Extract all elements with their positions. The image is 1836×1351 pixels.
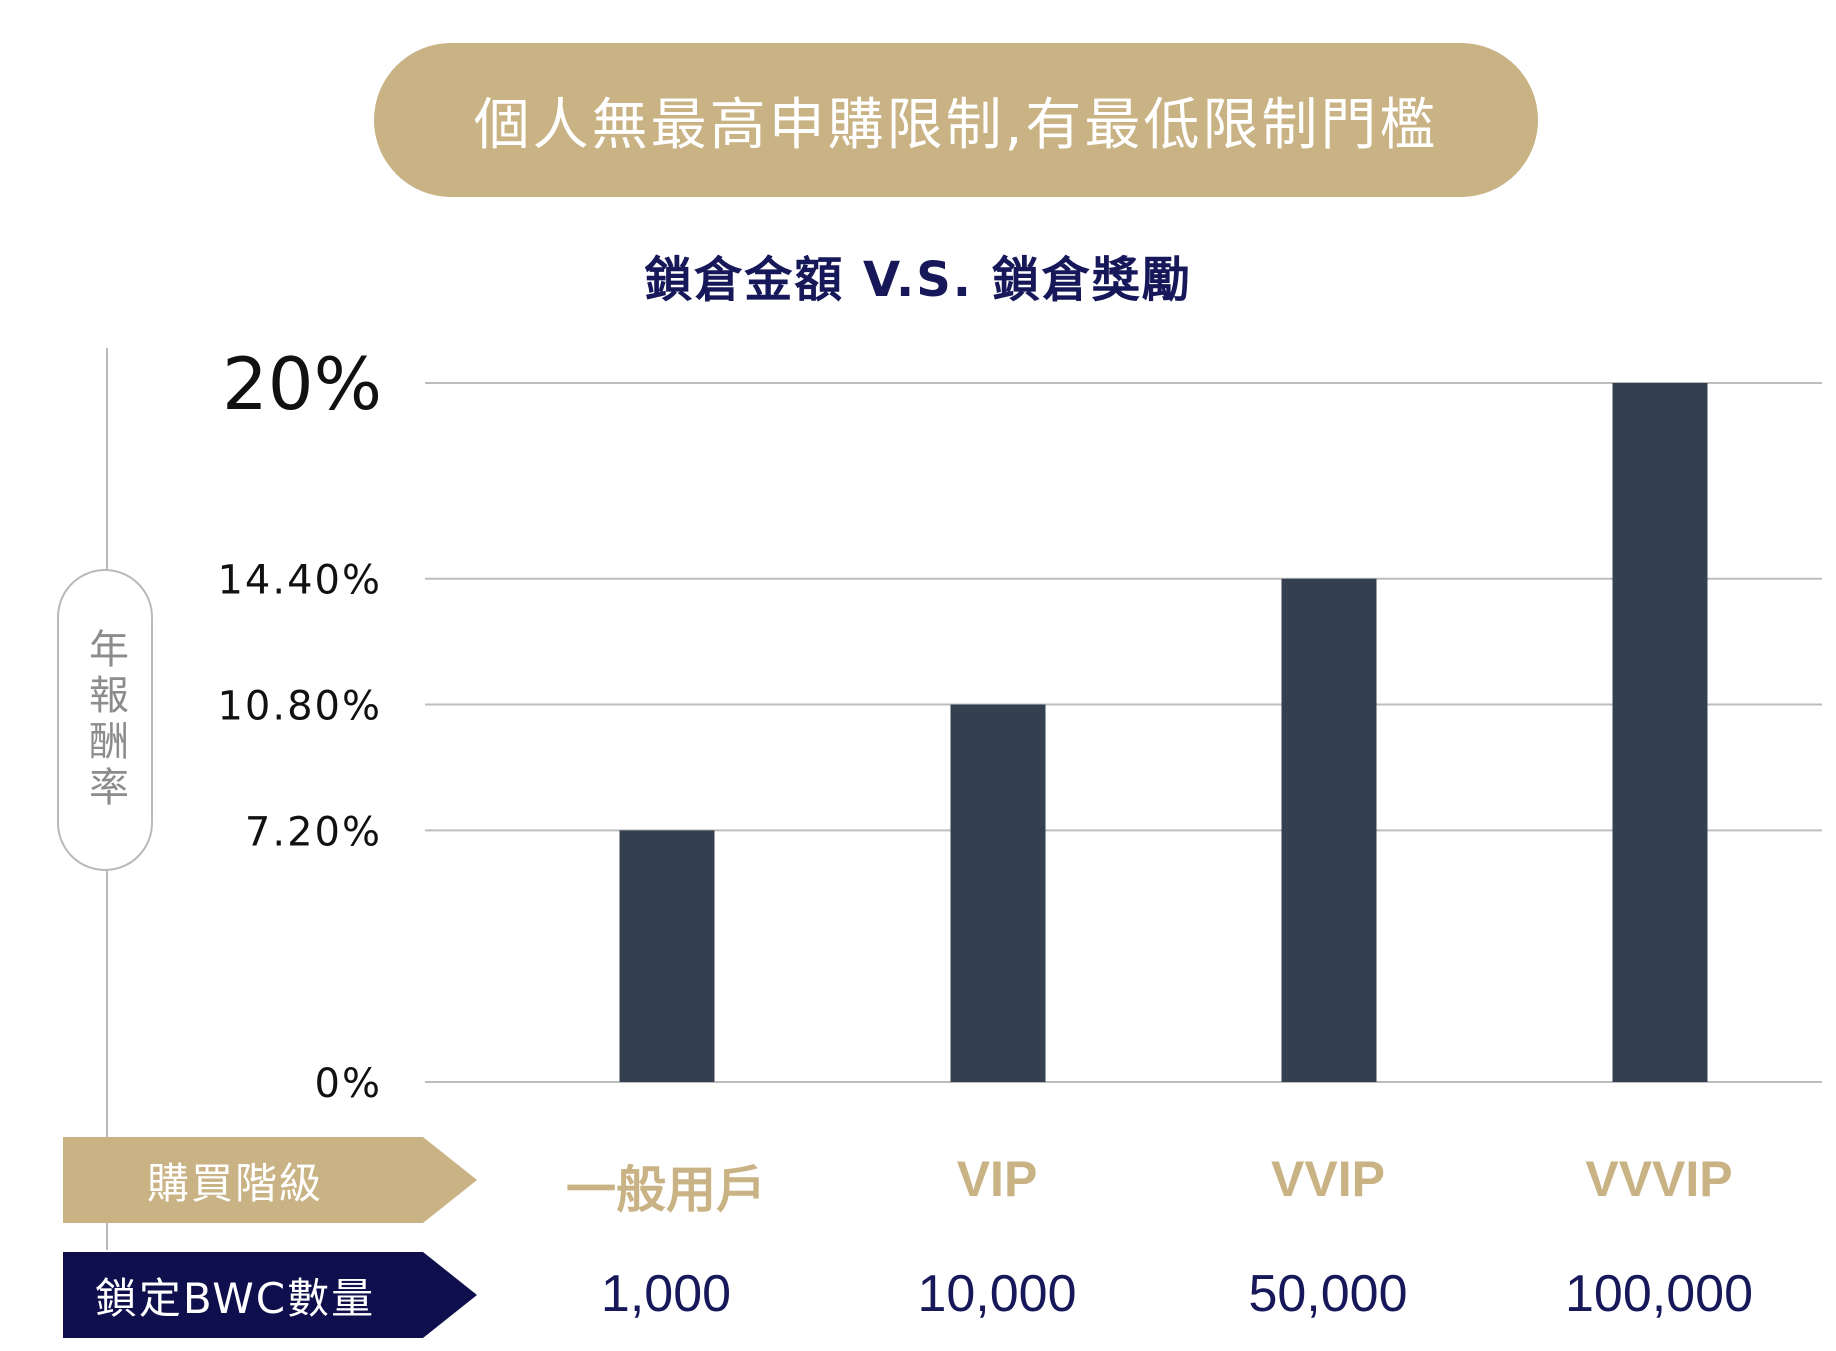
tier-cell-1: 一般用戶 (566, 1162, 766, 1218)
amount-cell-4: 100,000 (1565, 1265, 1753, 1323)
amount-cell-3: 50,000 (1248, 1265, 1408, 1323)
bar-2 (950, 704, 1046, 1082)
banner-text: 個人無最高申購限制,有最低限制門檻 (473, 92, 1439, 158)
chart-title: 鎖倉金額 V.S. 鎖倉獎勵 (644, 252, 1192, 308)
y-axis-label-pill: 年報酬率 (57, 569, 153, 871)
tier-row-header: 購買階級 (63, 1137, 477, 1223)
amount-cell-1: 1,000 (600, 1265, 732, 1323)
y-tick-label-2: 10.80% (217, 684, 382, 730)
y-tick-label-0: 0% (315, 1061, 382, 1107)
y-axis-label: 年報酬率 (82, 628, 128, 812)
y-tick-label-4: 20% (222, 342, 382, 426)
banner: 個人無最高申購限制,有最低限制門檻 (374, 43, 1538, 197)
y-tick-label-1: 7.20% (245, 809, 382, 855)
tier-row-header-label: 購買階級 (146, 1158, 323, 1208)
y-tick-label-3: 14.40% (217, 558, 382, 604)
bar-4 (1612, 383, 1708, 1082)
tier-cell-2: VIP (956, 1151, 1038, 1207)
tier-cell-3: VVIP (1271, 1151, 1385, 1207)
bar-1 (619, 830, 715, 1082)
bar-3 (1281, 578, 1377, 1082)
tier-cell-4: VVVIP (1585, 1151, 1733, 1207)
amount-cell-2: 10,000 (917, 1265, 1077, 1323)
amount-row-header: 鎖定BWC數量 (63, 1252, 477, 1338)
amount-row-header-label: 鎖定BWC數量 (94, 1273, 376, 1323)
